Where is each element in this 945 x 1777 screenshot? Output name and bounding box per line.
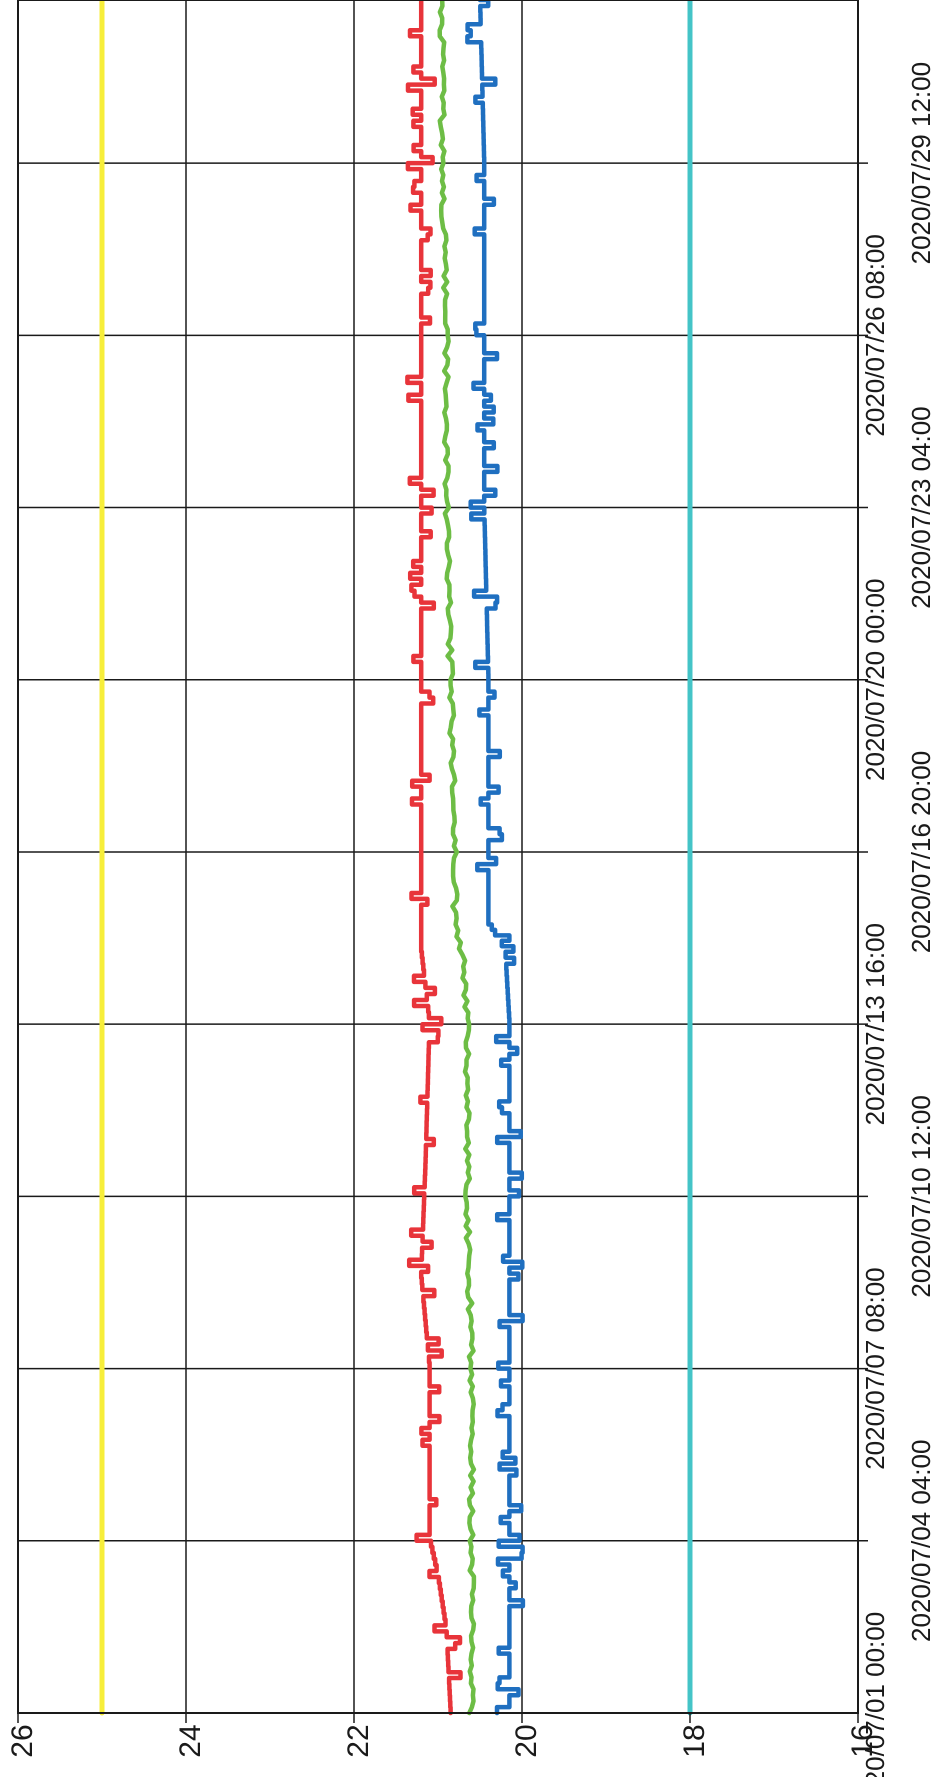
value-tick-label: 18	[678, 1724, 711, 1757]
time-tick-label: 2020/07/26 08:00	[860, 234, 890, 436]
value-tick-label: 26	[6, 1724, 39, 1757]
value-tick-label: 16	[846, 1724, 879, 1757]
plot-background	[18, 0, 858, 1713]
value-tick-label: 22	[342, 1724, 375, 1757]
x-tick-labels: 2020/07/01 00:00 2020/07/04 04:00 2020/07/…	[860, 62, 936, 1777]
time-tick-label: 2020/07/20 00:00	[860, 579, 890, 781]
time-tick-label: 2020/07/13 16:00	[860, 923, 890, 1125]
time-tick-label: 2020/07/10 12:00	[906, 1095, 936, 1297]
series-line-5	[465, 0, 526, 1716]
time-tick-label: 2020/07/29 12:00	[906, 62, 936, 264]
value-tick-label: 24	[174, 1724, 207, 1757]
y-tick-labels: 26 24 22 20 18 16	[6, 1713, 879, 1758]
time-tick-label: 2020/07/23 04:00	[906, 406, 936, 608]
plot-frame	[17, 0, 859, 1714]
series-line-4	[437, 0, 477, 1716]
time-tick-label: 2020/07/16 20:00	[906, 751, 936, 953]
series-layer	[99, 0, 693, 1716]
time-tick-label: 2020/07/07 08:00	[860, 1267, 890, 1469]
series-line-3	[405, 0, 463, 1716]
value-tick-label: 20	[510, 1724, 543, 1757]
time-tick-label: 2020/07/04 04:00	[906, 1440, 936, 1642]
time-tick-label: 2020/07/01 00:00	[860, 1612, 890, 1777]
